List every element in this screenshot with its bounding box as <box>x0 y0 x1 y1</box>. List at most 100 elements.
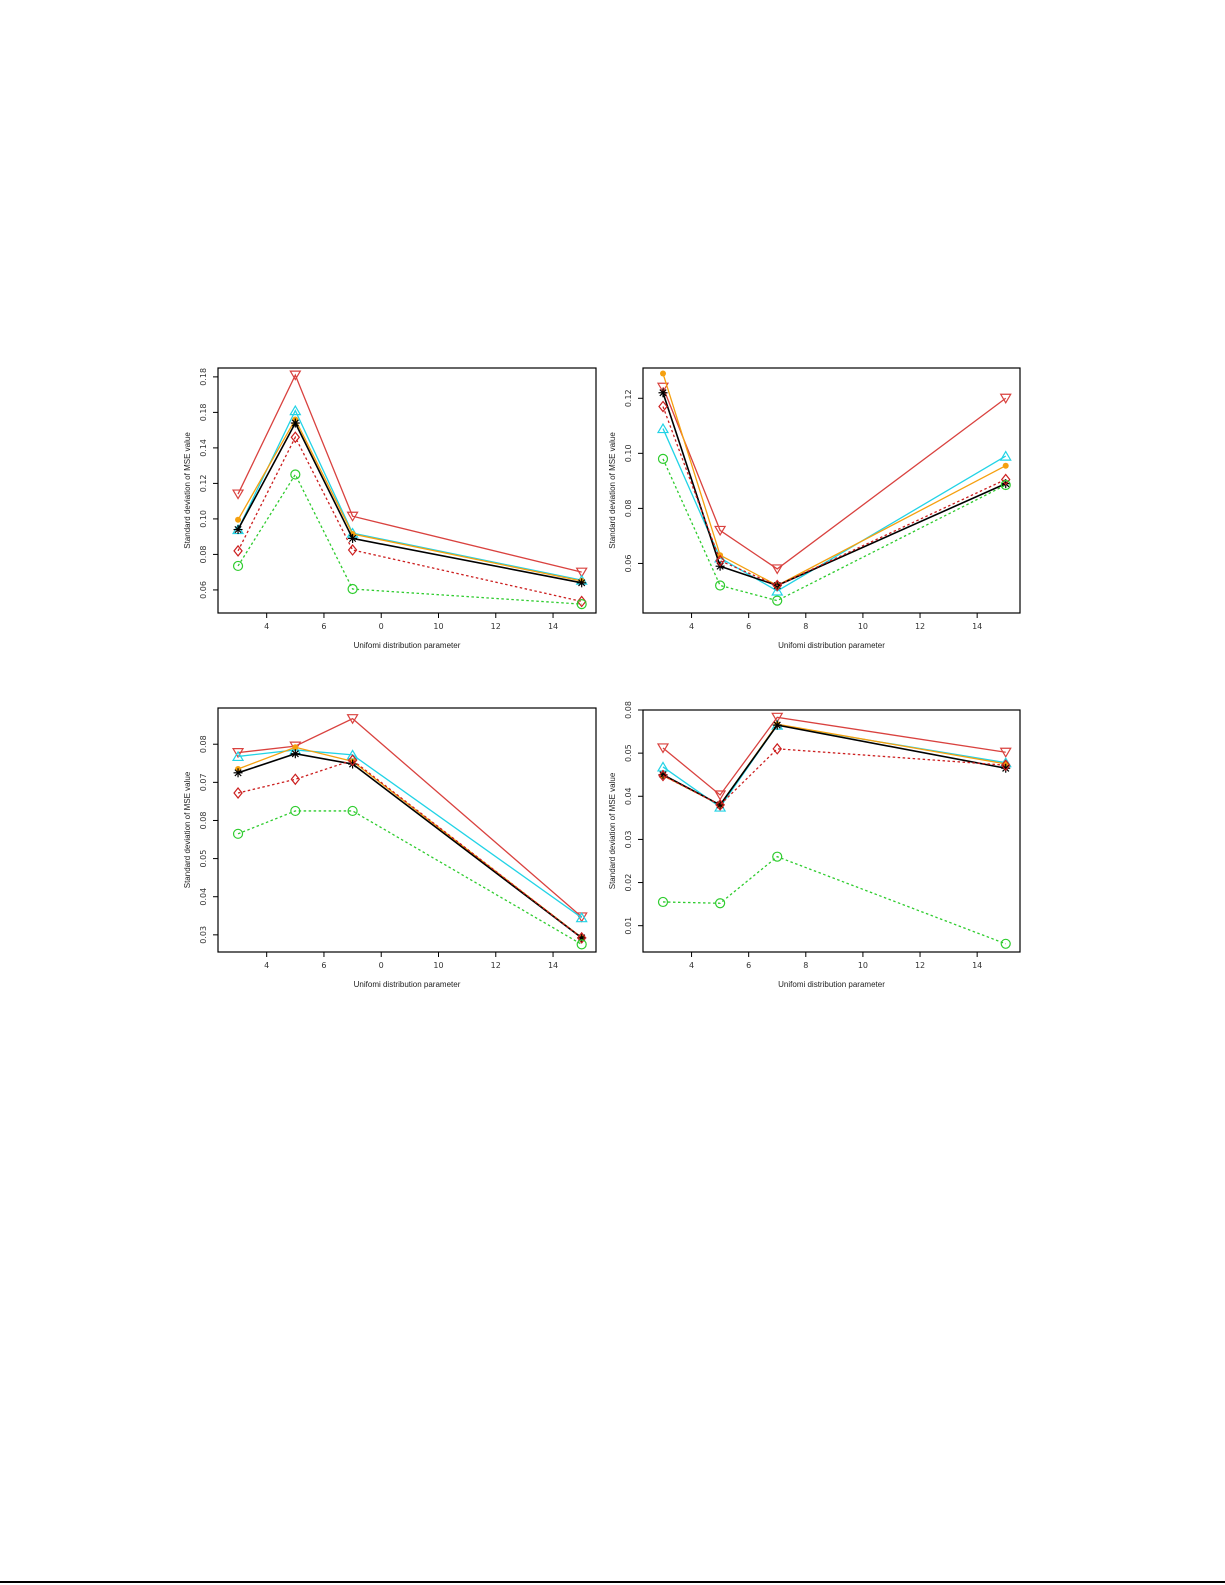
y-tick-label: 0.01 <box>624 917 633 935</box>
x-axis-title: Unifomi distribution parameter <box>778 980 885 989</box>
circle-marker-icon <box>715 580 726 591</box>
x-tick-label: 12 <box>491 961 501 970</box>
y-axis: 0.06 0.08 0.10 0.12 Standard deviation of MS… <box>608 389 643 572</box>
circle-marker-icon <box>576 599 587 610</box>
x-tick-label: 14 <box>548 961 558 970</box>
diamond-marker-icon <box>772 742 783 755</box>
triangle-up-marker-icon <box>656 422 670 434</box>
star-marker-icon <box>233 768 243 778</box>
star-marker-icon <box>348 533 358 543</box>
triangle-up-marker-icon <box>575 912 588 923</box>
y-tick-label: 0.05 <box>624 744 633 762</box>
y-tick-label: 0.08 <box>199 546 208 564</box>
diamond-marker-icon <box>233 787 243 799</box>
x-tick-label: 8 <box>803 622 808 631</box>
triangle-down-marker-icon <box>999 747 1012 758</box>
series-orange-dot <box>659 370 1009 589</box>
series-orange-dot <box>235 744 585 941</box>
diamond-marker-icon <box>715 554 725 567</box>
series-orange-dot <box>235 416 585 585</box>
series-darkred-diamond <box>658 742 1011 811</box>
x-tick-label: 10 <box>433 961 443 970</box>
triangle-down-marker-icon <box>231 489 245 500</box>
diamond-marker-icon <box>290 773 301 786</box>
line-chart: 4 6 8 10 12 14 Unifomi distribution parameter 0… <box>608 701 1021 989</box>
dot-marker-icon <box>292 744 299 751</box>
series-cyan-triangle-up <box>231 404 588 585</box>
circle-marker-icon <box>347 583 358 595</box>
x-axis-title: Unifomi distribution parameter <box>354 980 461 989</box>
x-tick-label: 8 <box>803 961 808 970</box>
circle-marker-icon <box>657 453 669 464</box>
page-bottom-rule <box>0 1581 1225 1583</box>
x-tick-label: 14 <box>972 961 982 970</box>
y-axis-title: Standard deviation of MSE value <box>183 432 192 549</box>
circle-marker-icon <box>715 898 726 909</box>
y-tick-label: 0.06 <box>624 555 633 573</box>
y-tick-label: 0.18 <box>199 403 208 421</box>
diamond-marker-icon <box>347 754 358 767</box>
star-marker-icon <box>233 525 243 535</box>
series-darkred-diamond <box>658 400 1011 592</box>
dot-marker-icon <box>659 370 666 377</box>
triangle-down-marker-icon <box>289 370 302 381</box>
y-tick-label: 0.02 <box>624 874 633 892</box>
triangle-down-marker-icon <box>714 525 727 537</box>
diamond-marker-icon <box>290 431 301 444</box>
circle-marker-icon <box>1000 938 1011 949</box>
x-axis: 4 6 8 10 12 14 Unifomi distribution parameter <box>689 952 982 989</box>
series-group <box>231 714 588 950</box>
y-tick-label: 0.08 <box>199 735 208 753</box>
triangle-down-marker-icon <box>346 511 359 522</box>
diamond-marker-icon <box>772 579 783 592</box>
x-tick-label: 10 <box>858 961 868 970</box>
circle-marker-icon <box>1000 479 1011 491</box>
y-tick-label: 0.10 <box>199 510 208 528</box>
diamond-marker-icon <box>658 769 668 782</box>
x-axis: 4 6 0 10 12 14 Unifomi distribution parameter <box>264 952 558 989</box>
x-tick-label: 4 <box>264 622 269 631</box>
diamond-marker-icon <box>715 798 725 811</box>
triangle-down-marker-icon <box>771 564 784 575</box>
diamond-marker-icon <box>658 400 668 413</box>
star-marker-icon <box>772 720 782 730</box>
triangle-down-marker-icon <box>346 714 359 725</box>
triangle-down-marker-icon <box>771 712 784 724</box>
plot-frame <box>217 367 597 614</box>
line-chart: 4 6 0 10 12 14 Unifomi distribution parameter 0… <box>183 707 597 989</box>
triangle-down-marker-icon <box>999 393 1012 404</box>
circle-marker-icon <box>232 560 244 572</box>
x-axis: 4 6 0 10 12 14 Unifomi distribution parameter <box>264 613 558 650</box>
chart-panel-bottom-right: 4 6 8 10 12 14 Unifomi distribution parameter 0… <box>600 690 1030 990</box>
diamond-marker-icon <box>233 544 243 557</box>
plot-frame <box>217 707 597 953</box>
y-tick-label: 0.05 <box>199 850 208 868</box>
y-axis: 0.03 0.04 0.05 0.08 0.07 0.08 Standard deviati… <box>183 735 218 944</box>
series-cyan-triangle-up <box>231 744 588 923</box>
x-tick-label: 0 <box>379 622 384 631</box>
x-tick-label: 6 <box>321 622 326 631</box>
diamond-marker-icon <box>1000 473 1011 486</box>
star-marker-icon <box>1001 763 1011 773</box>
x-tick-label: 14 <box>548 622 558 631</box>
y-tick-label: 0.08 <box>624 701 633 719</box>
series-orange-dot <box>659 721 1009 808</box>
star-marker-icon <box>290 749 300 759</box>
series-group <box>231 370 588 610</box>
circle-marker-icon <box>232 828 244 839</box>
line-chart: 4 6 0 10 12 14 Unifomi distribution parameter 0… <box>183 367 597 650</box>
star-marker-icon <box>577 578 587 588</box>
series-red-triangle-down <box>231 714 588 923</box>
x-axis-title: Unifomi distribution parameter <box>778 641 885 650</box>
series-red-triangle-down <box>656 382 1012 575</box>
y-tick-label: 0.07 <box>199 773 208 791</box>
star-marker-icon <box>658 388 668 398</box>
series-green-circle <box>657 453 1011 606</box>
series-darkred-diamond <box>233 431 587 608</box>
triangle-down-marker-icon <box>575 567 588 578</box>
x-tick-label: 10 <box>433 622 443 631</box>
star-marker-icon <box>715 800 725 810</box>
circle-marker-icon <box>290 805 301 817</box>
series-group <box>656 712 1012 949</box>
triangle-down-marker-icon <box>656 743 670 754</box>
